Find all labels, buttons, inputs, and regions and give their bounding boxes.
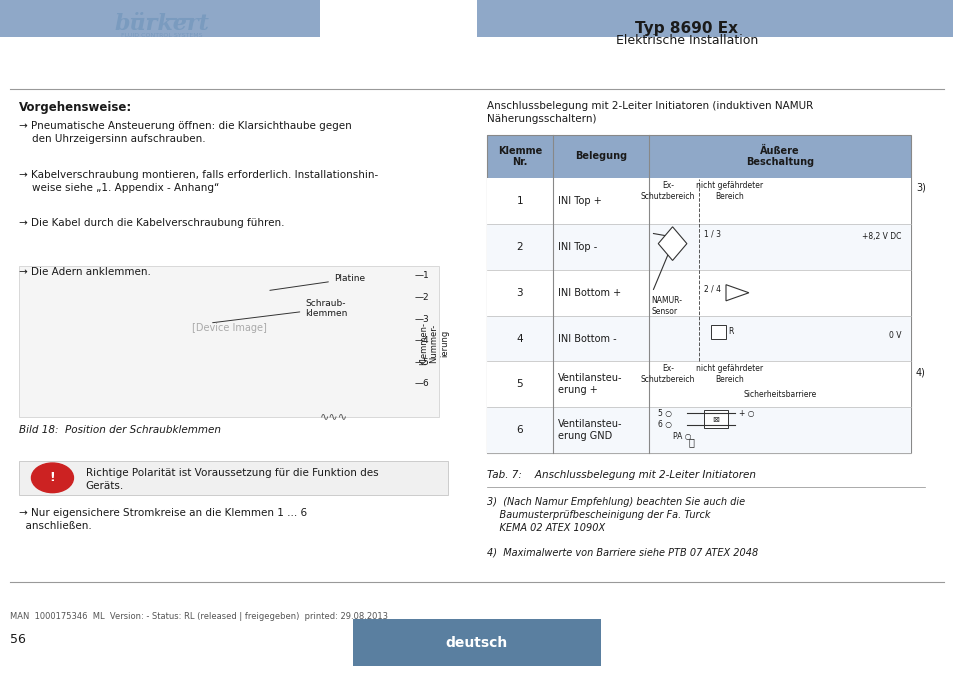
Text: 4): 4) — [915, 367, 924, 378]
Text: 3): 3) — [915, 183, 924, 193]
Text: Richtige Polarität ist Voraussetzung für die Funktion des
Geräts.: Richtige Polarität ist Voraussetzung für… — [86, 468, 378, 491]
Text: Elektrische Installation: Elektrische Installation — [615, 34, 758, 47]
Polygon shape — [725, 285, 748, 301]
Text: R: R — [727, 327, 733, 336]
Text: 1: 1 — [517, 197, 522, 206]
Bar — [486, 316, 910, 361]
Text: —4: —4 — [415, 336, 429, 345]
Text: → Pneumatische Ansteuerung öffnen: die Klarsichthaube gegen
    den Uhrzeigersin: → Pneumatische Ansteuerung öffnen: die K… — [19, 121, 352, 144]
Text: —1: —1 — [415, 271, 429, 281]
Text: Typ 8690 Ex: Typ 8690 Ex — [635, 22, 738, 36]
Text: ⊠: ⊠ — [711, 415, 719, 424]
Text: nicht gefährdeter
Bereich: nicht gefährdeter Bereich — [696, 182, 762, 201]
Text: 2 / 4: 2 / 4 — [703, 285, 720, 294]
Text: deutsch: deutsch — [445, 636, 508, 649]
Text: bürkert: bürkert — [114, 13, 210, 34]
Text: Sicherheitsbarriere: Sicherheitsbarriere — [742, 390, 816, 399]
Text: Klemme
Nr.: Klemme Nr. — [497, 145, 541, 168]
Text: 3)  (Nach Namur Empfehlung) beachten Sie auch die
    Baumusterprüfbescheinigung: 3) (Nach Namur Empfehlung) beachten Sie … — [486, 497, 744, 533]
Bar — [486, 178, 910, 224]
Circle shape — [31, 463, 73, 493]
Text: Anschlussbelegung mit 2-Leiter Initiatoren (induktiven NAMUR
Näherungsschaltern): Anschlussbelegung mit 2-Leiter Initiator… — [486, 101, 812, 124]
Text: —2: —2 — [415, 293, 429, 302]
Text: 56: 56 — [10, 633, 26, 645]
Text: INI Top -: INI Top - — [558, 242, 597, 252]
Bar — [486, 270, 910, 316]
Text: 4: 4 — [517, 334, 522, 343]
Bar — [486, 407, 910, 453]
Text: → Die Adern anklemmen.: → Die Adern anklemmen. — [19, 267, 151, 277]
Bar — [19, 266, 438, 417]
Text: INI Top +: INI Top + — [558, 197, 601, 206]
Text: 1 / 3: 1 / 3 — [703, 229, 720, 238]
Text: Äußere
Beschaltung: Äußere Beschaltung — [745, 145, 813, 168]
Bar — [476, 0, 953, 37]
Text: Schraub-
klemmen: Schraub- klemmen — [213, 299, 347, 322]
Text: +8,2 V DC: +8,2 V DC — [862, 232, 901, 242]
Text: + ○: + ○ — [739, 409, 754, 418]
Polygon shape — [658, 227, 686, 260]
Text: 6: 6 — [517, 425, 522, 435]
Text: NAMUR-
Sensor: NAMUR- Sensor — [651, 296, 681, 316]
Text: → Nur eigensichere Stromkreise an die Klemmen 1 ... 6
  anschließen.: → Nur eigensichere Stromkreise an die Kl… — [19, 508, 307, 531]
Text: 5 ○: 5 ○ — [658, 409, 672, 418]
Text: Belegung: Belegung — [575, 151, 626, 162]
Text: → Die Kabel durch die Kabelverschraubung führen.: → Die Kabel durch die Kabelverschraubung… — [19, 218, 284, 228]
Bar — [486, 135, 910, 178]
Text: 0 V: 0 V — [888, 330, 901, 340]
Text: → Kabelverschraubung montieren, falls erforderlich. Installationshin-
    weise : → Kabelverschraubung montieren, falls er… — [19, 170, 378, 192]
Text: Bild 18:  Position der Schraubklemmen: Bild 18: Position der Schraubklemmen — [19, 425, 221, 435]
Text: !: ! — [50, 471, 55, 485]
Bar — [703, 410, 727, 428]
Text: Tab. 7:    Anschlussbelegung mit 2-Leiter Initiatoren: Tab. 7: Anschlussbelegung mit 2-Leiter I… — [486, 470, 755, 480]
Bar — [710, 325, 725, 339]
Text: ⏚: ⏚ — [688, 437, 694, 447]
Text: —3: —3 — [415, 314, 429, 324]
Bar — [486, 135, 910, 453]
Text: Ventilansteu-
erung +: Ventilansteu- erung + — [558, 374, 622, 395]
Text: 2: 2 — [517, 242, 522, 252]
Bar — [486, 224, 910, 270]
Text: INI Bottom +: INI Bottom + — [558, 288, 620, 297]
Text: nicht gefährdeter
Bereich: nicht gefährdeter Bereich — [696, 365, 762, 384]
Text: —6: —6 — [415, 379, 429, 388]
Text: Klemmen-
Nummer-
ierung: Klemmen- Nummer- ierung — [418, 322, 449, 365]
Bar — [486, 361, 910, 407]
Text: Platine: Platine — [270, 275, 365, 290]
Text: MAN  1000175346  ML  Version: - Status: RL (released | freigegeben)  printed: 29: MAN 1000175346 ML Version: - Status: RL … — [10, 612, 387, 621]
Text: —5: —5 — [415, 357, 429, 367]
Text: ∿∿∿: ∿∿∿ — [319, 411, 348, 421]
Bar — [0, 0, 319, 37]
Text: Ex-
Schutzbereich: Ex- Schutzbereich — [640, 182, 694, 201]
Bar — [353, 619, 600, 666]
Text: Ventilansteu-
erung GND: Ventilansteu- erung GND — [558, 419, 622, 441]
Text: PA ○: PA ○ — [672, 432, 690, 441]
Bar — [19, 461, 448, 495]
Text: 5: 5 — [517, 380, 522, 389]
Text: [Device Image]: [Device Image] — [192, 323, 266, 333]
Text: Ex-
Schutzbereich: Ex- Schutzbereich — [640, 365, 694, 384]
Text: 6 ○: 6 ○ — [658, 420, 672, 429]
Text: FLUID CONTROL SYSTEMS: FLUID CONTROL SYSTEMS — [121, 33, 203, 38]
Text: 3: 3 — [517, 288, 522, 297]
Text: INI Bottom -: INI Bottom - — [558, 334, 616, 343]
Text: Vorgehensweise:: Vorgehensweise: — [19, 101, 132, 114]
Text: 4)  Maximalwerte von Barriere siehe PTB 07 ATEX 2048: 4) Maximalwerte von Barriere siehe PTB 0… — [486, 547, 757, 557]
